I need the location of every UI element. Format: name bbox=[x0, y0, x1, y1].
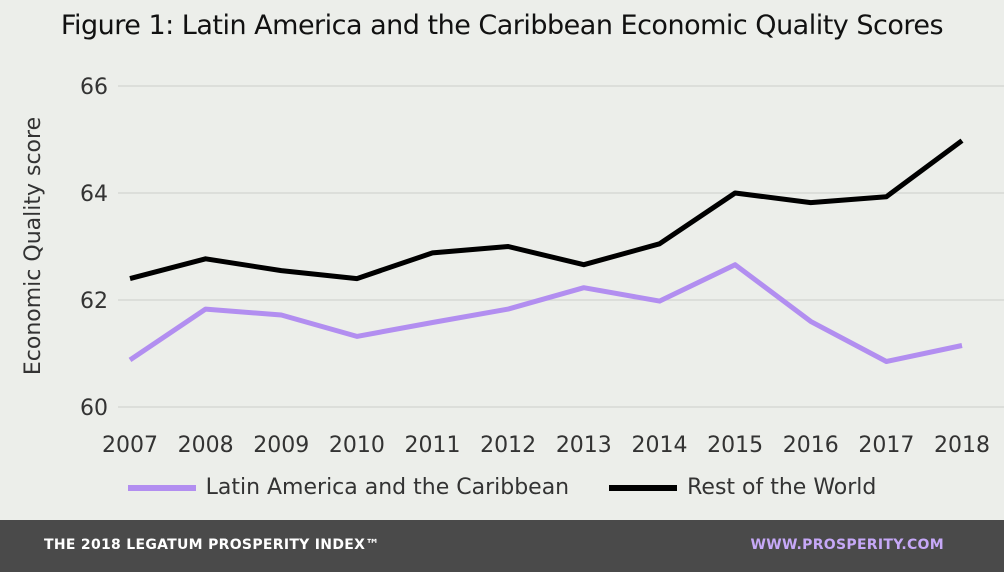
x-tick-label: 2007 bbox=[102, 433, 158, 458]
x-tick-label: 2009 bbox=[253, 433, 309, 458]
legend-swatch-rest-of-world bbox=[609, 484, 678, 491]
chart-title: Figure 1: Latin America and the Caribbea… bbox=[60, 10, 944, 41]
x-tick-label: 2012 bbox=[480, 433, 536, 458]
x-tick-label: 2011 bbox=[405, 433, 461, 458]
y-tick-label: 66 bbox=[80, 75, 108, 100]
x-tick-labels: 2007 2008 2009 2010 2011 2012 2013 2014 2015 2016… bbox=[102, 433, 990, 458]
x-tick-label: 2014 bbox=[631, 433, 687, 458]
legend-item-rest-of-world: Rest of the World bbox=[609, 475, 876, 500]
footer-index-name: THE 2018 LEGATUM PROSPERITY INDEX™ bbox=[44, 537, 380, 553]
footer-bar: THE 2018 LEGATUM PROSPERITY INDEX™ WWW.P… bbox=[0, 520, 1004, 572]
y-tick-labels: 60 62 64 66 bbox=[80, 75, 108, 421]
y-tick-label: 60 bbox=[80, 396, 108, 421]
x-tick-label: 2008 bbox=[178, 433, 234, 458]
y-tick-label: 64 bbox=[80, 182, 108, 207]
x-tick-label: 2017 bbox=[858, 433, 914, 458]
legend-label-latin-america: Latin America and the Caribbean bbox=[205, 475, 570, 500]
y-axis-label: Economic Quality score bbox=[21, 117, 46, 375]
series-line-1 bbox=[129, 138, 964, 282]
legend-swatch-latin-america bbox=[127, 484, 196, 491]
series-line-0 bbox=[128, 262, 963, 364]
x-tick-label: 2010 bbox=[329, 433, 385, 458]
x-tick-label: 2016 bbox=[783, 433, 839, 458]
legend: Latin America and the Caribbean Rest of … bbox=[0, 475, 1004, 500]
x-tick-label: 2013 bbox=[556, 433, 612, 458]
footer-website-link[interactable]: WWW.PROSPERITY.COM bbox=[750, 537, 944, 553]
x-tick-label: 2015 bbox=[707, 433, 763, 458]
legend-item-latin-america: Latin America and the Caribbean bbox=[127, 475, 570, 500]
line-chart: 60 62 64 66 2007 2008 2009 2010 2011 2012 2013 201… bbox=[21, 75, 1004, 458]
x-tick-label: 2018 bbox=[934, 433, 990, 458]
y-tick-label: 62 bbox=[80, 289, 108, 314]
legend-label-rest-of-world: Rest of the World bbox=[687, 475, 877, 500]
series-lines bbox=[128, 138, 964, 364]
grid-lines bbox=[118, 85, 1004, 408]
